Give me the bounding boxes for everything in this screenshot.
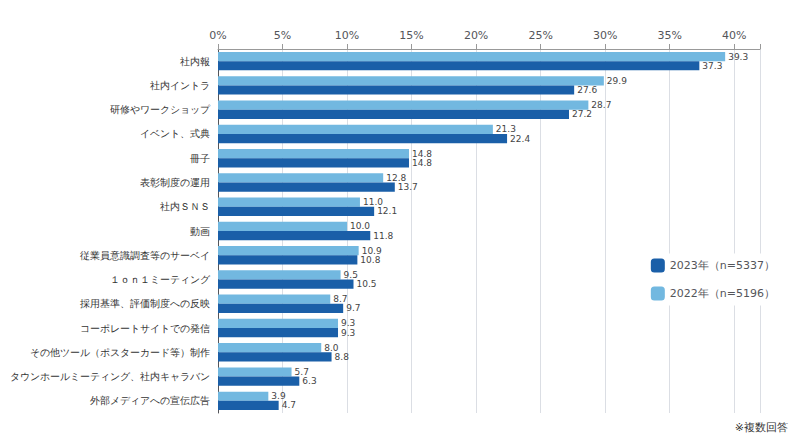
svg-text:社内報: 社内報 — [180, 56, 210, 67]
svg-text:研修やワークショップ: 研修やワークショップ — [110, 104, 211, 115]
svg-text:13.7: 13.7 — [398, 182, 418, 192]
svg-text:10%: 10% — [335, 29, 359, 42]
svg-text:8.7: 8.7 — [333, 294, 348, 305]
svg-text:2022年（n=5196）: 2022年（n=5196） — [670, 287, 775, 300]
svg-text:12.8: 12.8 — [386, 172, 407, 183]
svg-text:10.9: 10.9 — [361, 245, 382, 256]
svg-text:社内ＳＮＳ: 社内ＳＮＳ — [160, 201, 210, 212]
svg-text:12.1: 12.1 — [377, 206, 397, 216]
svg-text:39.3: 39.3 — [728, 52, 748, 62]
svg-text:35%: 35% — [657, 29, 681, 42]
svg-text:10.5: 10.5 — [357, 279, 377, 289]
svg-text:14.8: 14.8 — [412, 158, 432, 168]
svg-text:28.7: 28.7 — [591, 100, 611, 110]
svg-text:5%: 5% — [274, 29, 291, 42]
svg-text:その他ツール（ポスターカード等）制作: その他ツール（ポスターカード等）制作 — [30, 347, 210, 358]
svg-text:30%: 30% — [593, 29, 617, 42]
svg-text:イベント、式典: イベント、式典 — [140, 128, 210, 139]
svg-text:40%: 40% — [722, 29, 746, 42]
svg-text:29.9: 29.9 — [607, 76, 627, 86]
svg-text:10.0: 10.0 — [350, 221, 370, 231]
svg-text:採用基準、評価制度への反映: 採用基準、評価制度への反映 — [80, 298, 210, 309]
svg-text:従業員意識調査等のサーベイ: 従業員意識調査等のサーベイ — [80, 250, 210, 261]
svg-text:10.8: 10.8 — [360, 255, 380, 265]
svg-text:3.9: 3.9 — [271, 391, 286, 402]
svg-text:4.7: 4.7 — [282, 400, 296, 410]
svg-text:22.4: 22.4 — [510, 134, 530, 144]
svg-text:2023年（n=5337）: 2023年（n=5337） — [670, 259, 775, 272]
svg-text:9.5: 9.5 — [343, 269, 358, 280]
svg-text:27.6: 27.6 — [577, 85, 597, 95]
svg-text:5.7: 5.7 — [294, 367, 309, 377]
svg-text:9.7: 9.7 — [346, 303, 360, 313]
svg-text:20%: 20% — [464, 29, 488, 42]
svg-text:21.3: 21.3 — [495, 124, 516, 135]
svg-text:9.3: 9.3 — [341, 318, 356, 329]
svg-text:表彰制度の運用: 表彰制度の運用 — [140, 177, 210, 188]
svg-text:15%: 15% — [399, 29, 423, 42]
svg-text:社内イントラ: 社内イントラ — [150, 80, 210, 91]
svg-text:37.3: 37.3 — [702, 61, 722, 71]
svg-text:冊子: 冊子 — [190, 153, 210, 164]
svg-text:※複数回答: ※複数回答 — [735, 421, 788, 434]
svg-text:0%: 0% — [209, 29, 226, 42]
svg-text:外部メディアへの宣伝広告: 外部メディアへの宣伝広告 — [90, 395, 210, 406]
svg-text:27.2: 27.2 — [572, 109, 592, 119]
svg-text:8.8: 8.8 — [335, 352, 350, 362]
svg-text:１ｏｎ１ミーティング: １ｏｎ１ミーティング — [110, 274, 211, 285]
svg-text:14.8: 14.8 — [412, 148, 432, 159]
svg-text:9.3: 9.3 — [341, 328, 355, 338]
svg-text:11.0: 11.0 — [363, 197, 383, 208]
svg-text:8.0: 8.0 — [324, 342, 339, 353]
svg-text:6.3: 6.3 — [302, 376, 316, 386]
svg-text:25%: 25% — [528, 29, 552, 42]
svg-text:タウンホールミーティング、社内キャラバン: タウンホールミーティング、社内キャラバン — [10, 371, 210, 382]
svg-text:コーポレートサイトでの発信: コーポレートサイトでの発信 — [80, 323, 210, 334]
svg-text:動画: 動画 — [190, 226, 210, 237]
svg-text:11.8: 11.8 — [373, 231, 393, 241]
